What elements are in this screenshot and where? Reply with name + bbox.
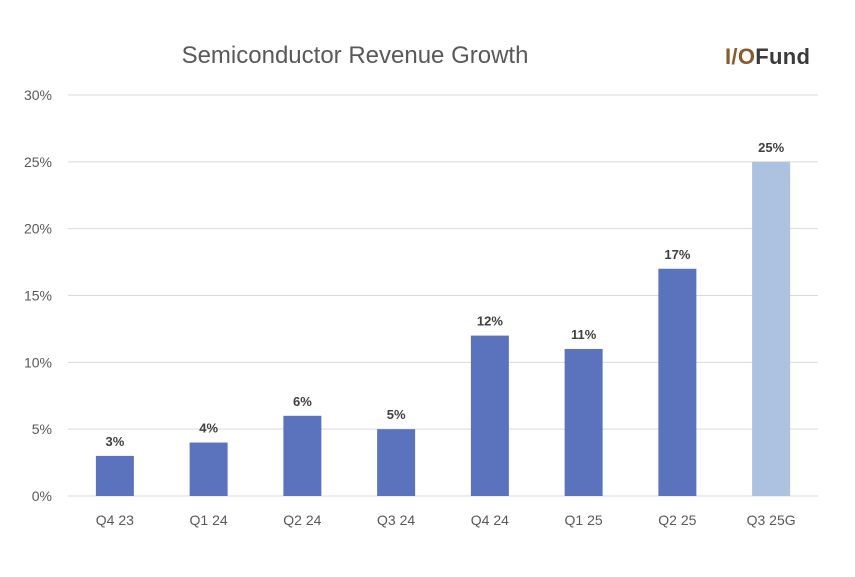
logo-io-text: I/O (725, 44, 756, 69)
x-tick-label: Q1 24 (190, 512, 228, 528)
x-tick-label: Q1 25 (565, 512, 603, 528)
data-label: 12% (477, 314, 503, 329)
bar (377, 429, 416, 496)
y-tick-label: 10% (24, 354, 52, 370)
bar (658, 268, 697, 496)
x-tick-label: Q3 25G (747, 512, 796, 528)
chart-title: Semiconductor Revenue Growth (181, 42, 529, 69)
brand-logo: I/OFund (725, 44, 810, 70)
bar (189, 442, 228, 496)
bar (752, 161, 791, 497)
bar (95, 455, 134, 496)
x-tick-label: Q4 23 (96, 512, 134, 528)
data-label: 6% (293, 394, 312, 409)
x-tick-label: Q4 24 (471, 512, 509, 528)
data-label: 3% (105, 434, 124, 449)
y-tick-label: 30% (24, 87, 52, 103)
data-label: 25% (758, 140, 784, 155)
x-tick-label: Q2 24 (283, 512, 321, 528)
data-label: 5% (387, 407, 406, 422)
bar (283, 415, 322, 496)
y-tick-label: 25% (24, 154, 52, 170)
y-tick-label: 5% (32, 421, 52, 437)
data-label: 4% (199, 421, 218, 436)
y-tick-label: 15% (24, 288, 52, 304)
logo-fund-text: Fund (755, 44, 811, 69)
bar (470, 335, 509, 496)
x-tick-label: Q2 25 (658, 512, 696, 528)
x-tick-label: Q3 24 (377, 512, 415, 528)
y-tick-label: 0% (32, 488, 52, 504)
y-tick-label: 20% (24, 221, 52, 237)
bar (564, 348, 603, 496)
data-label: 11% (571, 327, 597, 342)
data-label: 17% (664, 247, 690, 262)
